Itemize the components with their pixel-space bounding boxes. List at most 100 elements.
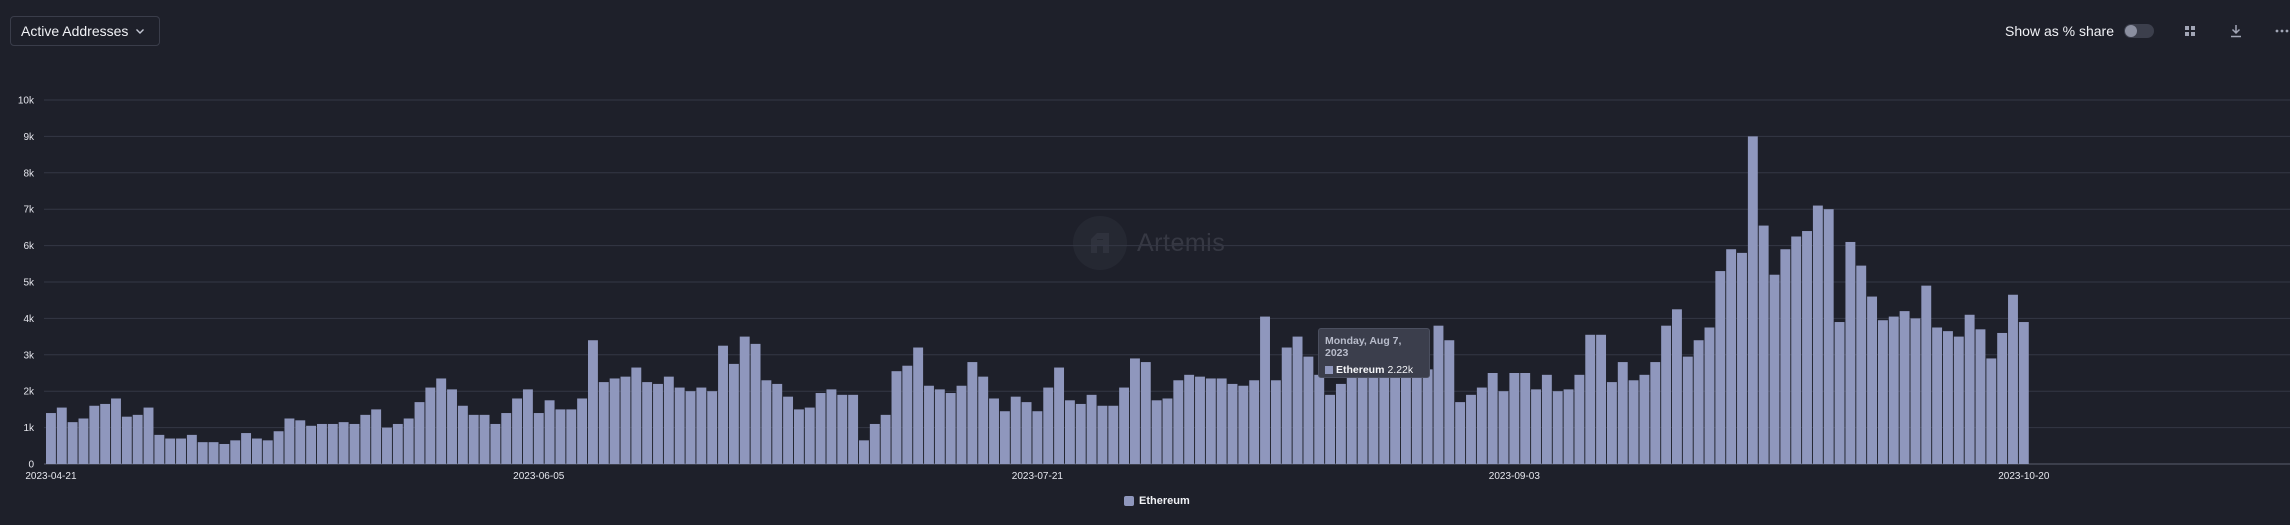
bar[interactable]	[1617, 362, 1628, 464]
bar[interactable]	[1379, 340, 1390, 464]
bar[interactable]	[1140, 362, 1151, 464]
bar[interactable]	[1932, 327, 1943, 465]
bar[interactable]	[978, 376, 989, 464]
bar[interactable]	[1411, 369, 1422, 464]
bar[interactable]	[1704, 327, 1715, 465]
bar[interactable]	[1661, 325, 1672, 464]
bar[interactable]	[674, 387, 685, 464]
bar[interactable]	[1726, 249, 1737, 464]
bar[interactable]	[566, 409, 577, 464]
bar[interactable]	[230, 440, 241, 464]
bar[interactable]	[56, 407, 67, 464]
bar[interactable]	[512, 398, 523, 464]
bar[interactable]	[1216, 378, 1227, 464]
bar[interactable]	[544, 400, 555, 464]
bar[interactable]	[1585, 334, 1596, 464]
bar[interactable]	[306, 425, 317, 464]
bar[interactable]	[111, 398, 121, 464]
bar[interactable]	[1606, 382, 1617, 464]
bar[interactable]	[1390, 373, 1401, 464]
bar[interactable]	[1292, 336, 1303, 464]
grid-icon[interactable]	[2182, 23, 2198, 39]
more-icon[interactable]	[2274, 23, 2290, 39]
bar[interactable]	[750, 343, 761, 464]
bar[interactable]	[663, 376, 674, 464]
bar[interactable]	[999, 411, 1010, 464]
bar[interactable]	[880, 414, 891, 464]
bar[interactable]	[1010, 396, 1021, 464]
bar[interactable]	[46, 413, 56, 464]
bar[interactable]	[1303, 356, 1314, 464]
bar[interactable]	[1238, 385, 1249, 464]
bar[interactable]	[468, 414, 479, 464]
bar[interactable]	[208, 442, 219, 464]
bar[interactable]	[1867, 296, 1878, 464]
bar[interactable]	[132, 414, 143, 464]
bar[interactable]	[1325, 394, 1336, 464]
bar[interactable]	[1249, 380, 1260, 464]
bar[interactable]	[338, 422, 349, 464]
bar[interactable]	[414, 402, 425, 464]
bar[interactable]	[1910, 318, 1921, 464]
bar[interactable]	[479, 414, 490, 464]
bar[interactable]	[793, 409, 804, 464]
bar[interactable]	[869, 423, 880, 464]
bar[interactable]	[891, 371, 902, 464]
bar[interactable]	[1834, 322, 1845, 464]
bar[interactable]	[284, 418, 295, 465]
bar[interactable]	[1281, 347, 1292, 464]
bar[interactable]	[1509, 373, 1520, 464]
bar[interactable]	[392, 423, 403, 464]
bar[interactable]	[501, 413, 512, 464]
bar[interactable]	[1758, 225, 1769, 464]
bar[interactable]	[241, 433, 252, 464]
bar[interactable]	[89, 405, 100, 464]
bar[interactable]	[1075, 403, 1086, 464]
bar[interactable]	[804, 407, 815, 464]
bar[interactable]	[273, 431, 284, 464]
bar[interactable]	[1227, 383, 1238, 464]
share-toggle[interactable]	[2124, 24, 2154, 38]
bar[interactable]	[382, 427, 392, 464]
bar[interactable]	[1184, 374, 1195, 464]
bar[interactable]	[360, 414, 371, 464]
bar[interactable]	[121, 416, 132, 464]
bar[interactable]	[1693, 340, 1704, 464]
bar[interactable]	[1823, 209, 1834, 464]
bar[interactable]	[631, 367, 642, 464]
bar[interactable]	[1888, 316, 1899, 464]
bar[interactable]	[186, 434, 197, 464]
bar[interactable]	[436, 378, 447, 464]
bar[interactable]	[1552, 391, 1563, 464]
bar[interactable]	[1173, 380, 1184, 464]
bar[interactable]	[826, 389, 837, 464]
bar[interactable]	[1531, 389, 1541, 464]
bar[interactable]	[1195, 376, 1205, 464]
bar[interactable]	[555, 409, 566, 464]
bar[interactable]	[588, 340, 598, 464]
bar[interactable]	[1498, 391, 1509, 464]
bar[interactable]	[522, 389, 533, 464]
bar[interactable]	[1791, 236, 1802, 465]
bar[interactable]	[1639, 374, 1650, 464]
bar[interactable]	[837, 394, 848, 464]
bar[interactable]	[1541, 374, 1552, 464]
bar[interactable]	[1260, 316, 1270, 464]
bar[interactable]	[609, 378, 620, 464]
bar[interactable]	[1964, 314, 1975, 464]
bar[interactable]	[1682, 356, 1693, 464]
bar[interactable]	[447, 389, 457, 464]
bar[interactable]	[1108, 405, 1119, 464]
bar[interactable]	[1054, 367, 1065, 464]
bar[interactable]	[815, 393, 826, 464]
bar[interactable]	[2018, 322, 2029, 464]
bar[interactable]	[1455, 402, 1466, 464]
bar[interactable]	[1899, 311, 1910, 464]
bar[interactable]	[1780, 249, 1791, 464]
bar[interactable]	[967, 362, 978, 464]
bar[interactable]	[945, 393, 956, 464]
download-icon[interactable]	[2228, 23, 2244, 39]
bar[interactable]	[1812, 205, 1823, 464]
bar[interactable]	[685, 391, 696, 464]
bar[interactable]	[1021, 402, 1032, 464]
